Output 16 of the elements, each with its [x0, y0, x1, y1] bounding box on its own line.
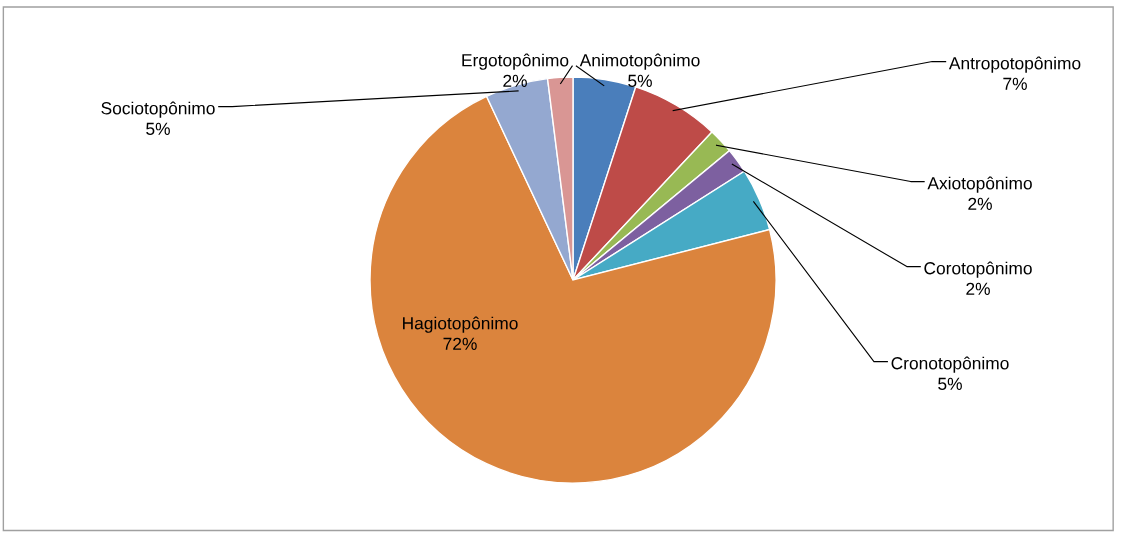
slice-label: Axiotopônimo [927, 176, 1032, 193]
slice-label: Ergotopônimo [462, 53, 569, 70]
data-label: 5% [146, 122, 170, 135]
slice-label: Sociotopônimo [101, 101, 215, 118]
data-label: 5% [938, 377, 962, 390]
data-label: 7% [1003, 77, 1027, 90]
slice-label: Cronotopônimo [891, 356, 1009, 373]
slice-label: Hagiotopônimo [403, 316, 518, 333]
slice-label: Animotopônimo [579, 53, 700, 70]
data-label: 2% [968, 197, 992, 210]
slice-label: Corotopônimo [924, 261, 1032, 278]
data-label: 2% [503, 74, 527, 87]
data-label: 5% [628, 74, 652, 87]
data-label: 72% [443, 337, 477, 350]
slice-label: Antropotopônimo [948, 56, 1081, 73]
data-label: 2% [966, 282, 990, 295]
